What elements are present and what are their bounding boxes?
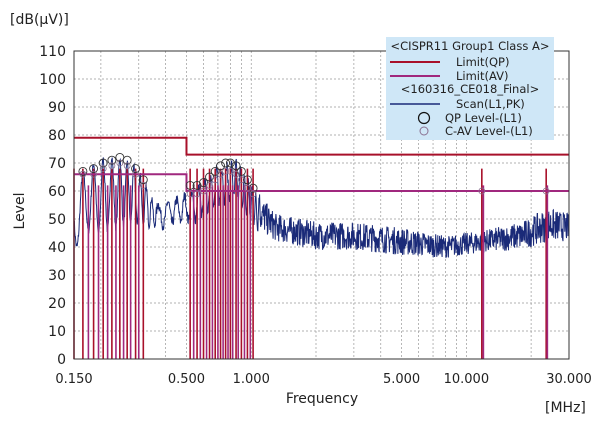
series-layer: [73, 136, 570, 359]
qp-level-point: [225, 158, 235, 168]
legend: <CISPR11 Group1 Class A> Limit(QP) Limit…: [386, 37, 554, 140]
y-tick-label: 10: [48, 324, 66, 340]
y-axis-title: Level: [12, 193, 28, 230]
legend-background: [386, 37, 554, 140]
cav-level-point: [222, 167, 230, 175]
x-tick-label: 30.000: [546, 372, 592, 387]
x-tick-label: 0.150: [55, 372, 92, 387]
cav-level-point: [79, 170, 87, 178]
cav-level-point: [108, 162, 116, 170]
legend-swatch-cav-level: [419, 126, 429, 136]
legend-label-cav-level: C-AV Level-(L1): [445, 124, 533, 138]
y-tick-label: 40: [48, 240, 66, 256]
qp-level-point: [192, 180, 202, 190]
legend-group2-title: <160316_CE018_Final>: [401, 82, 539, 96]
cav-level-point: [200, 187, 207, 195]
x-tick-label: 10.000: [444, 372, 490, 387]
qp-level-point: [138, 175, 148, 185]
legend-label-scan: Scan(L1,PK): [456, 97, 525, 111]
y-tick-label: 80: [48, 128, 66, 144]
cav-level-point: [249, 190, 257, 198]
qp-level-point: [216, 161, 225, 171]
qp-level-point: [242, 175, 252, 185]
cav-level-point: [244, 184, 251, 192]
x-tick-label: 1.000: [233, 372, 270, 387]
limit-av-line: [74, 173, 569, 192]
qp-level-point: [98, 158, 108, 168]
cav-level-point: [232, 170, 240, 178]
cav-level-point: [139, 181, 147, 189]
qp-level-point: [89, 164, 99, 174]
y-tick-label: 70: [48, 156, 66, 172]
cav-level-point: [478, 187, 486, 195]
qp-level-point: [131, 164, 141, 174]
qp-level-point: [78, 166, 88, 176]
qp-level-point: [185, 180, 195, 190]
qp-level-point: [221, 158, 231, 168]
x-unit-label: [MHz]: [545, 400, 586, 416]
cav-level-point: [211, 176, 219, 184]
qp-level-point: [248, 183, 258, 193]
x-axis-title: Frequency: [286, 391, 358, 407]
qp-level-point: [199, 178, 208, 188]
cav-level-point: [123, 162, 131, 170]
cav-level-point: [116, 159, 124, 167]
cav-level-point: [217, 170, 224, 178]
cav-level-point: [90, 170, 97, 178]
y-tick-label: 0: [57, 352, 66, 368]
cav-level-point: [542, 187, 550, 195]
y-tick-label: 100: [39, 72, 66, 88]
qp-level-point: [107, 155, 117, 165]
marker-layer: [78, 152, 550, 198]
x-tick-label: 5.000: [383, 372, 420, 387]
tick-labels: 0 10 20 30 40 50 60 70 80 90 100 110 0.150 0.500 1.000…: [39, 44, 591, 387]
legend-swatch-qp-level: [417, 111, 431, 125]
cav-level-point: [237, 176, 245, 184]
legend-label-qp-level: QP Level-(L1): [445, 111, 522, 125]
legend-label-limit-av: Limit(AV): [456, 69, 508, 83]
qp-level-point: [231, 161, 241, 171]
y-tick-label: 50: [48, 212, 66, 228]
y-tick-label: 110: [39, 44, 66, 60]
limit-qp-line: [74, 136, 569, 156]
scan-trace: [73, 157, 570, 259]
y-tick-label: 20: [48, 296, 66, 312]
plot-frame: [73, 50, 570, 360]
cav-level-point: [206, 181, 213, 189]
cav-level-point: [186, 190, 194, 198]
x-tick-label: 0.500: [168, 372, 205, 387]
cav-level-point: [132, 170, 139, 178]
y-tick-label: 90: [48, 100, 66, 116]
y-unit-label: [dB(μV)]: [10, 12, 69, 28]
legend-label-limit-qp: Limit(QP): [456, 55, 509, 69]
cav-level-point: [99, 165, 107, 173]
cav-level-point: [226, 167, 234, 175]
cav-level-point: [193, 190, 201, 198]
y-tick-label: 30: [48, 268, 66, 284]
qp-level-point: [122, 155, 132, 165]
legend-group1-title: <CISPR11 Group1 Class A>: [391, 39, 550, 53]
y-tick-label: 60: [48, 184, 66, 200]
